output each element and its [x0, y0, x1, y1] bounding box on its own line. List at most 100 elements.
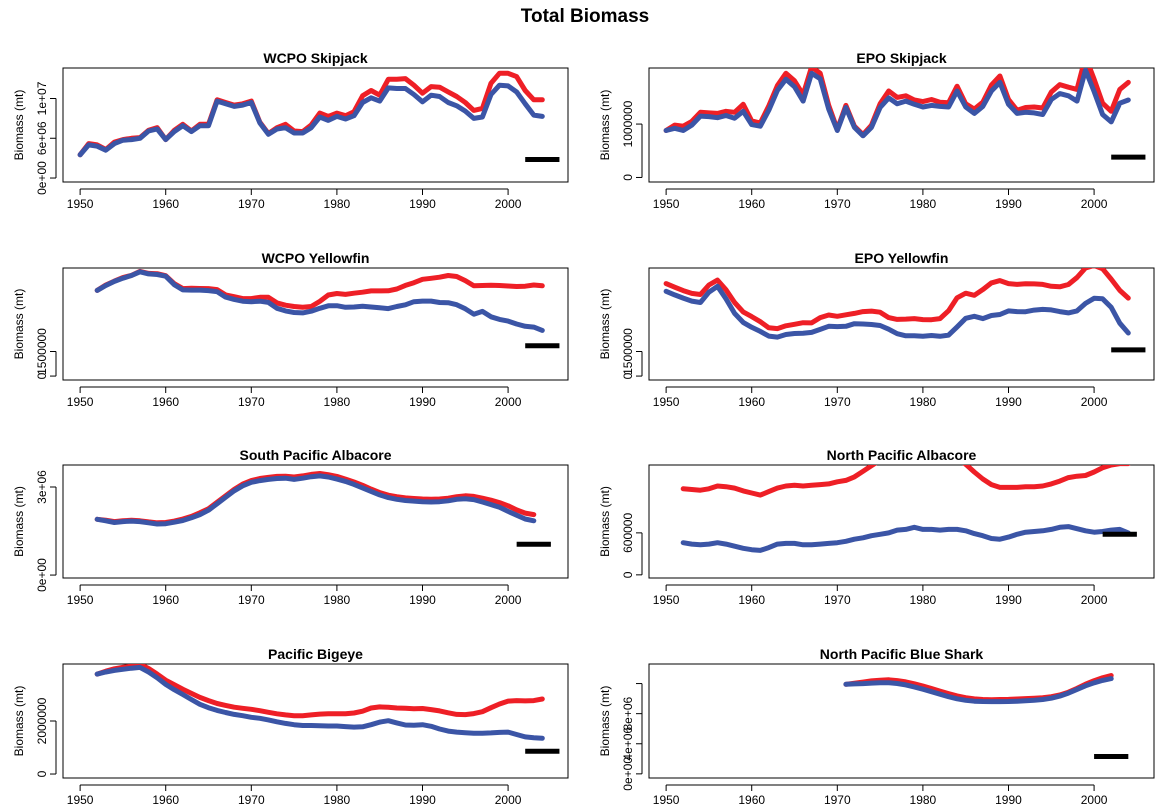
x-tick-label: 1950: [67, 593, 94, 607]
y-tick-label: 0: [35, 372, 49, 379]
y-tick-label: 0e+00: [621, 757, 635, 791]
x-tick-label: 1970: [238, 793, 265, 805]
series-line-red: [843, 673, 1114, 703]
x-tick-label: 2000: [1081, 593, 1108, 607]
panel-title: North Pacific Albacore: [827, 447, 977, 463]
x-tick-label: 1990: [409, 593, 436, 607]
series-line-blue: [680, 524, 1131, 553]
y-tick-label: 1500000: [35, 328, 49, 375]
x-tick-label: 1950: [67, 395, 94, 409]
panel-title: WCPO Skipjack: [263, 50, 367, 66]
chart-panel-0: WCPO Skipjack Biomass (mt) 1950 1960 1970 198…: [12, 50, 569, 211]
x-tick-label: 1960: [738, 793, 765, 805]
x-tick-label: 1970: [824, 793, 851, 805]
x-tick-label: 1990: [409, 793, 436, 805]
series-line-red: [77, 70, 545, 158]
x-tick-label: 1980: [324, 395, 351, 409]
y-tick-label: 2000000: [35, 697, 49, 744]
y-tick-label: 1000000: [621, 100, 635, 147]
series-line-blue: [663, 283, 1131, 340]
plot-frame: [648, 663, 1155, 779]
series-line-blue: [94, 664, 545, 741]
panel-title: North Pacific Blue Shark: [820, 646, 984, 662]
chart-panel-4: South Pacific Albacore Biomass (mt) 1950 19…: [12, 447, 569, 607]
y-tick-label: 8e+06: [621, 696, 635, 730]
y-tick-label: 600000: [621, 513, 635, 553]
x-tick-label: 2000: [1081, 197, 1108, 211]
plot-frame: [62, 67, 569, 183]
x-tick-label: 1960: [152, 395, 179, 409]
y-axis-label: Biomass (mt): [12, 486, 26, 557]
x-tick-label: 2000: [495, 793, 522, 805]
y-axis-label: Biomass (mt): [598, 486, 612, 557]
chart-panel-3: EPO Yellowfin Biomass (mt) 1950 1960 1970 198…: [598, 250, 1155, 409]
x-tick-label: 1970: [824, 197, 851, 211]
plot-frame: [648, 67, 1155, 183]
x-tick-label: 1980: [324, 593, 351, 607]
y-tick-label: 0: [621, 571, 635, 578]
plot-frame: [648, 464, 1155, 579]
series-line-blue: [77, 82, 545, 158]
x-tick-label: 1950: [67, 793, 94, 805]
plot-frame: [62, 464, 569, 579]
x-tick-label: 1970: [238, 593, 265, 607]
series-line-red: [663, 68, 1131, 138]
plot-frame: [62, 267, 569, 381]
y-axis-label: Biomass (mt): [12, 686, 26, 757]
y-tick-label: 1500000: [621, 328, 635, 375]
panel-title: EPO Yellowfin: [855, 250, 949, 266]
panel-title: EPO Skipjack: [856, 50, 946, 66]
series-line-blue: [663, 68, 1131, 139]
x-tick-label: 1950: [653, 395, 680, 409]
y-tick-label: 6e+06: [35, 121, 49, 155]
chart-panel-5: North Pacific Albacore Biomass (mt) 1950 19…: [598, 447, 1155, 607]
chart-panel-1: EPO Skipjack Biomass (mt) 1950 1960 1970 1980…: [598, 50, 1155, 211]
y-tick-label: 0: [621, 174, 635, 181]
y-tick-label: 0e+00: [35, 558, 49, 592]
x-tick-label: 1980: [910, 793, 937, 805]
y-axis-label: Biomass (mt): [598, 686, 612, 757]
y-tick-label: 0e+00: [35, 161, 49, 195]
x-tick-label: 1950: [653, 197, 680, 211]
x-tick-label: 1990: [995, 395, 1022, 409]
series-line-red: [680, 465, 1131, 498]
x-tick-label: 2000: [1081, 793, 1108, 805]
y-tick-label: 0: [35, 770, 49, 777]
series-line-blue: [843, 676, 1114, 705]
plot-frame: [62, 663, 569, 779]
x-tick-label: 1970: [824, 593, 851, 607]
x-tick-label: 2000: [495, 395, 522, 409]
y-tick-label: 1e+07: [35, 81, 49, 115]
y-axis-label: Biomass (mt): [12, 90, 26, 161]
x-tick-label: 1980: [910, 395, 937, 409]
y-axis-label: Biomass (mt): [598, 90, 612, 161]
panel-title: Pacific Bigeye: [268, 646, 363, 662]
figure-title: Total Biomass: [520, 6, 650, 27]
y-tick-label: 0: [621, 372, 635, 379]
x-tick-label: 1960: [152, 793, 179, 805]
x-tick-label: 1950: [67, 197, 94, 211]
x-tick-label: 1960: [152, 197, 179, 211]
series-line-red: [663, 268, 1131, 332]
panel-title: South Pacific Albacore: [240, 447, 392, 463]
x-tick-label: 2000: [495, 593, 522, 607]
x-tick-label: 1990: [995, 793, 1022, 805]
y-tick-label: 3e+06: [35, 470, 49, 504]
panel-title: WCPO Yellowfin: [262, 250, 370, 266]
x-tick-label: 1970: [824, 395, 851, 409]
series-line-red: [94, 664, 545, 719]
x-tick-label: 1990: [409, 197, 436, 211]
x-tick-label: 1960: [152, 593, 179, 607]
series-line-blue: [94, 269, 545, 333]
x-tick-label: 1950: [653, 593, 680, 607]
x-tick-label: 1980: [910, 593, 937, 607]
chart-panel-6: Pacific Bigeye Biomass (mt) 1950 1960 1970 19…: [12, 646, 569, 805]
x-tick-label: 1950: [653, 793, 680, 805]
x-tick-label: 1980: [324, 793, 351, 805]
x-tick-label: 1960: [738, 593, 765, 607]
x-tick-label: 1970: [238, 197, 265, 211]
x-tick-label: 1970: [238, 395, 265, 409]
x-tick-label: 1980: [324, 197, 351, 211]
chart-panel-7: North Pacific Blue Shark Biomass (mt) 1950…: [598, 646, 1155, 805]
